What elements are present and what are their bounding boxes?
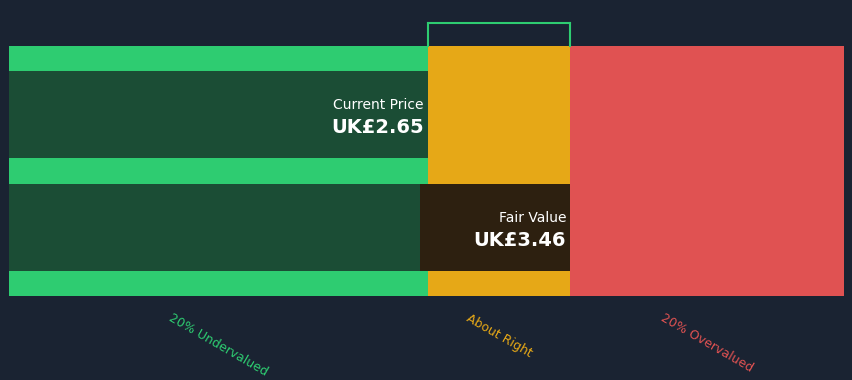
Bar bbox=[9, 184, 428, 271]
Bar bbox=[419, 184, 570, 271]
Text: UK£3.46: UK£3.46 bbox=[473, 231, 566, 250]
Bar bbox=[9, 46, 428, 296]
Bar bbox=[570, 46, 843, 296]
Text: UK£2.65: UK£2.65 bbox=[331, 119, 423, 137]
Bar bbox=[428, 46, 570, 296]
Text: Undervalued: Undervalued bbox=[454, 0, 543, 3]
Text: 20% Overvalued: 20% Overvalued bbox=[659, 312, 755, 375]
Text: 20% Undervalued: 20% Undervalued bbox=[166, 312, 270, 379]
Text: Fair Value: Fair Value bbox=[498, 211, 566, 225]
Bar bbox=[9, 71, 428, 158]
Text: About Right: About Right bbox=[463, 312, 534, 360]
Text: Current Price: Current Price bbox=[333, 98, 423, 112]
